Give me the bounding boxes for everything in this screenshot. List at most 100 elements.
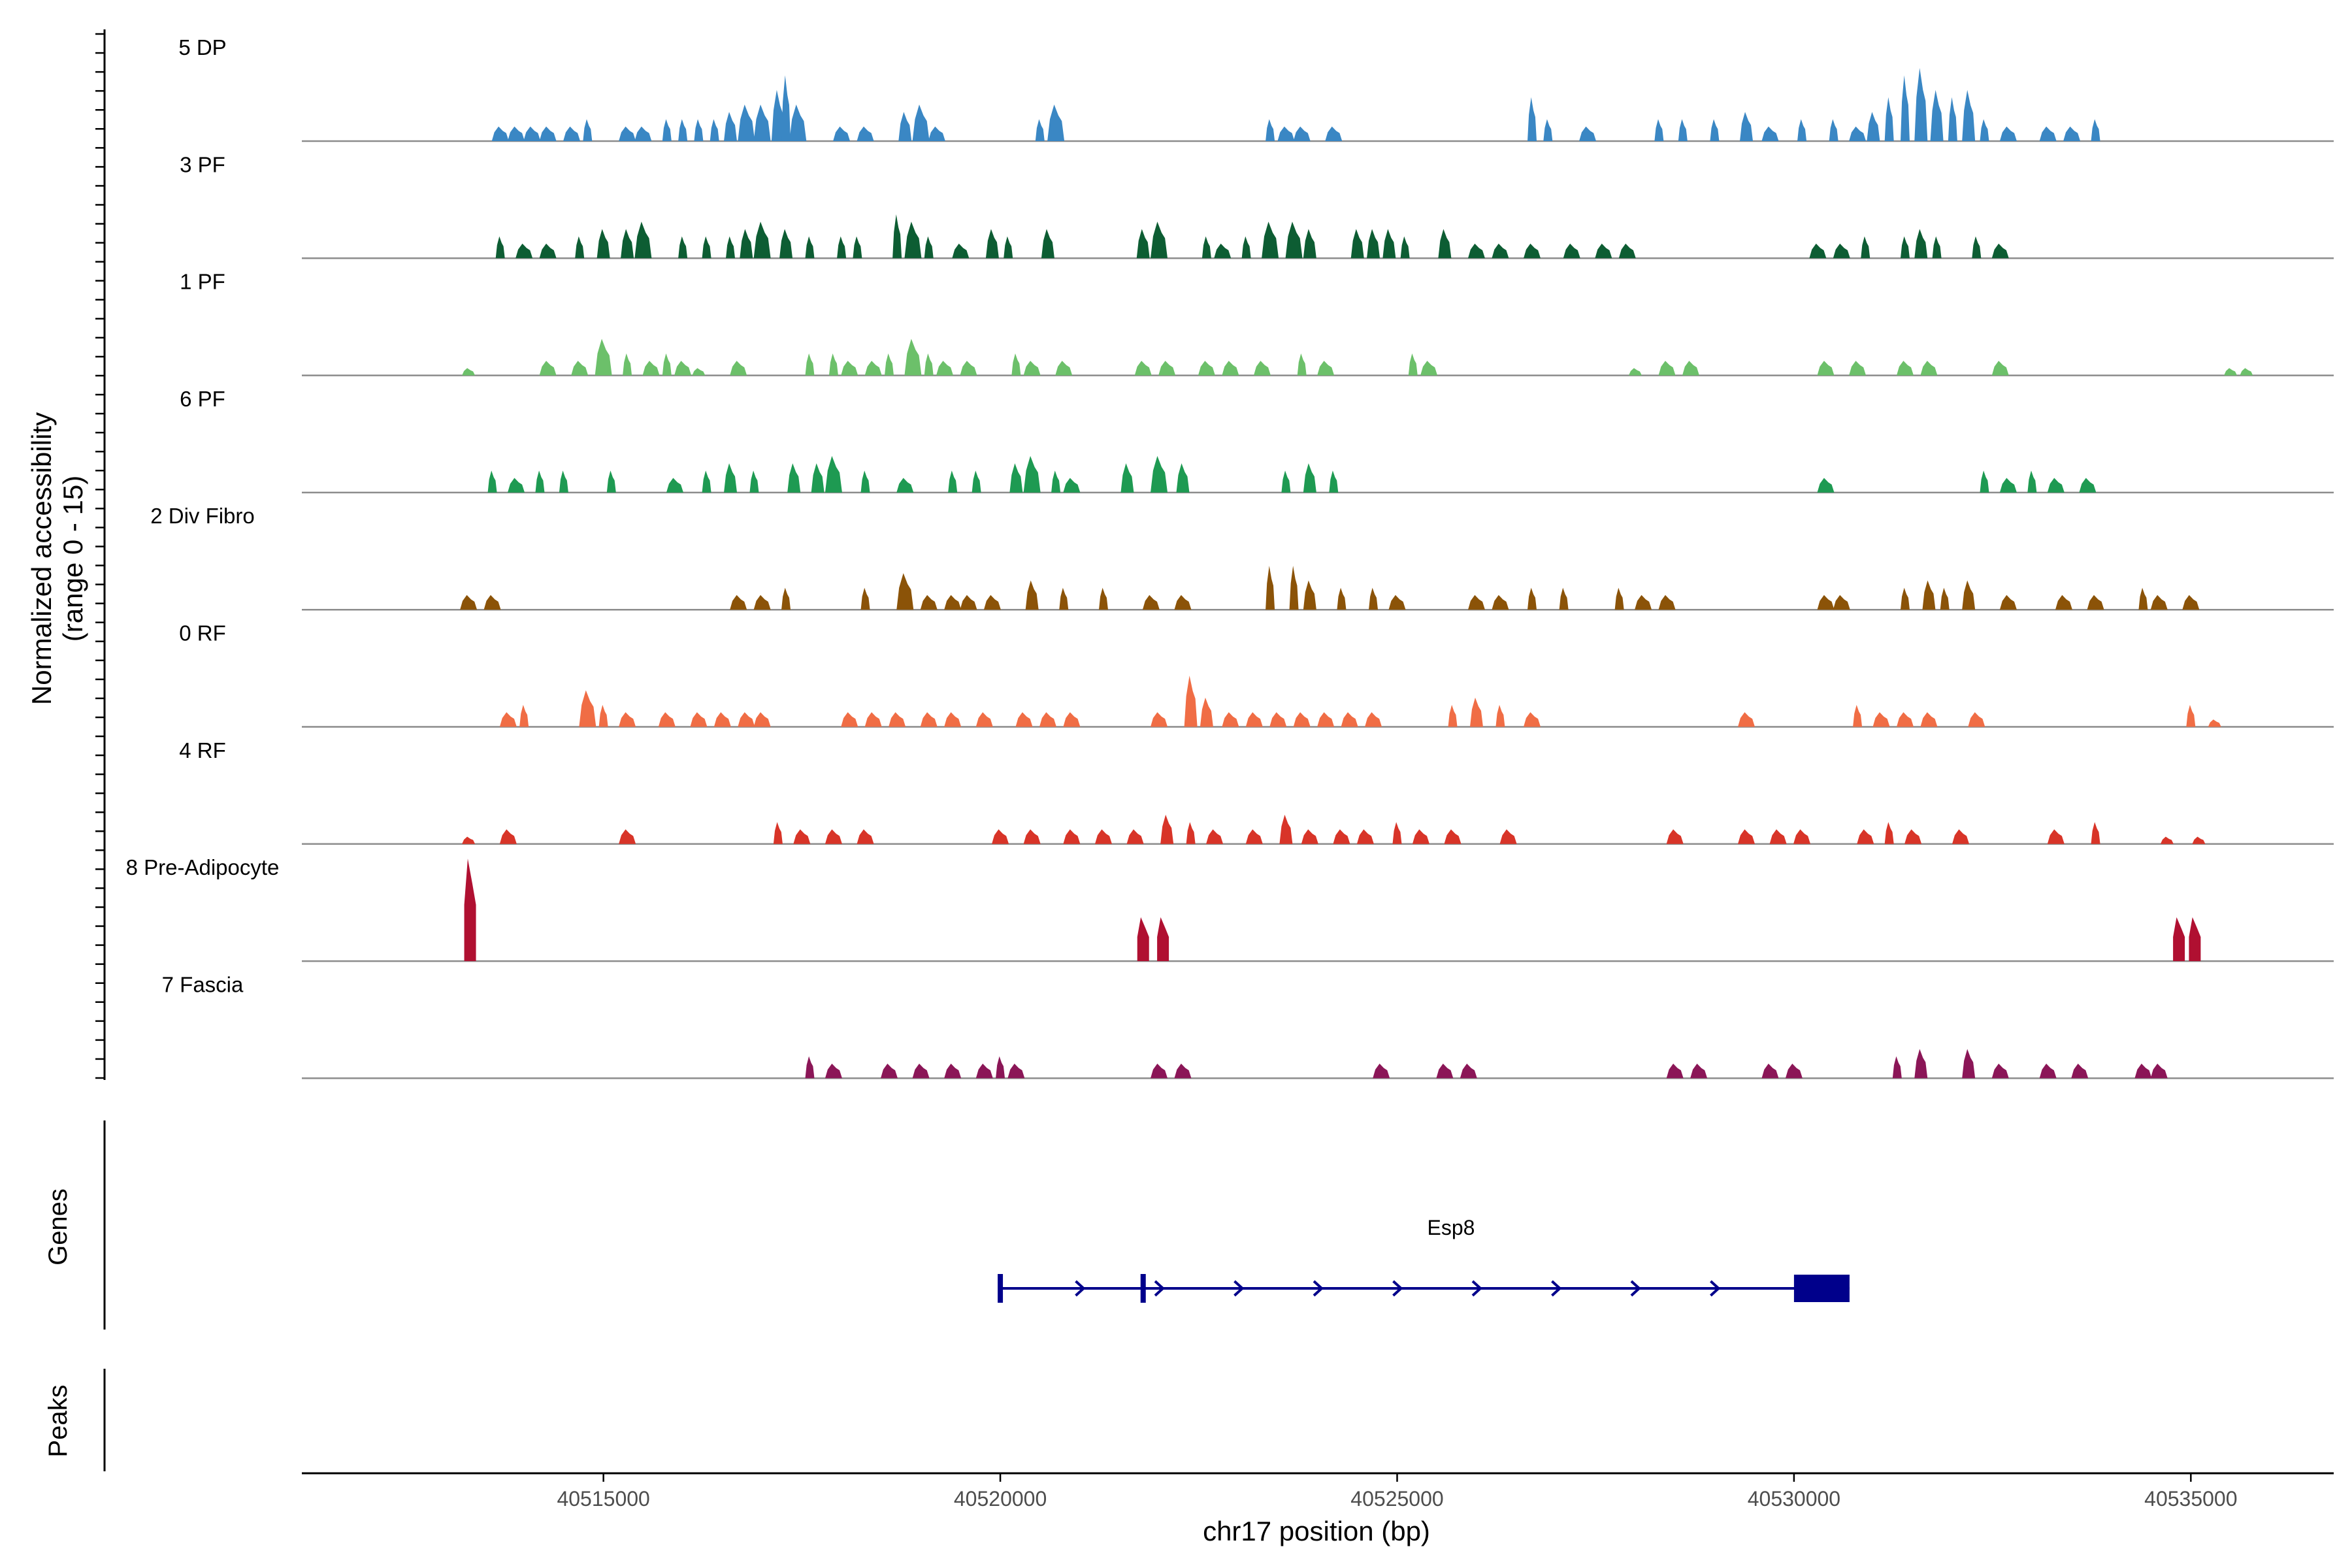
coverage-peak <box>2138 587 2148 610</box>
coverage-peak <box>539 361 557 376</box>
coverage-peak <box>805 1056 815 1079</box>
coverage-peak <box>773 822 783 844</box>
coverage-peak <box>1952 829 1970 844</box>
coverage-peak <box>972 470 981 493</box>
coverage-peak <box>1051 470 1061 493</box>
coverage-peak <box>889 712 906 727</box>
coverage-peak <box>1914 229 1928 259</box>
coverage-peak <box>738 712 755 727</box>
coverage-peak <box>1444 829 1462 844</box>
coverage-peak <box>724 112 738 141</box>
coverage-peak <box>1063 829 1081 844</box>
coverage-peak <box>1914 68 1928 141</box>
coverage-peak <box>928 126 945 141</box>
gene-strand-arrow <box>1154 1280 1165 1297</box>
coverage-peak <box>841 361 858 376</box>
coverage-peak <box>1269 712 1287 727</box>
coverage-tracks: 5 DP 3 PF 1 PF 6 PF 2 Div Fibro 0 RF 4 RF 8 Pre… <box>126 35 2334 1079</box>
coverage-peak <box>1666 829 1684 844</box>
coverage-peak <box>1761 1064 1779 1079</box>
coverage-peak <box>563 126 581 141</box>
coverage-peak <box>726 236 736 259</box>
coverage-peak <box>662 353 672 376</box>
coverage-peak <box>1785 1064 1803 1079</box>
coverage-peak <box>658 712 676 727</box>
coverage-peak <box>1962 1049 1976 1079</box>
coverage-peak <box>2039 126 2057 141</box>
coverage-peak <box>1241 236 1251 259</box>
coverage-peak <box>623 353 632 376</box>
gene-strand-arrow <box>1471 1280 1482 1297</box>
coverage-peak <box>2173 917 2185 962</box>
coverage-peak <box>1325 126 1343 141</box>
track-label: 1 PF <box>180 270 225 294</box>
track-3-pf: 3 PF <box>180 152 2334 259</box>
coverage-peak <box>1962 580 1976 610</box>
track-8-pre-adipocyte: 8 Pre-Adipocyte <box>126 855 2334 962</box>
gene-strand-arrow <box>1710 1280 1721 1297</box>
coverage-peak <box>1999 126 2017 141</box>
coverage-peak <box>579 690 596 727</box>
coverage-peak <box>1301 829 1318 844</box>
coverage-peak <box>1793 829 1811 844</box>
coverage-peak <box>1769 829 1787 844</box>
coverage-peak <box>1492 595 1509 610</box>
coverage-peak <box>1972 236 1982 259</box>
coverage-peak <box>730 595 747 610</box>
coverage-peak <box>2091 119 2100 141</box>
coverage-peak <box>690 712 708 727</box>
coverage-peak <box>1635 595 1652 610</box>
coverage-peak <box>1277 126 1295 141</box>
coverage-peak <box>1160 815 1174 844</box>
x-tick-label: 40535000 <box>2144 1487 2237 1511</box>
x-tick-label: 40525000 <box>1350 1487 1443 1511</box>
coverage-peak <box>1369 587 1379 610</box>
coverage-peak <box>1563 243 1580 259</box>
coverage-peak <box>713 712 731 727</box>
coverage-peak <box>1857 829 1874 844</box>
coverage-peak <box>1222 361 1239 376</box>
coverage-peak <box>596 229 610 259</box>
coverage-peak <box>1833 243 1850 259</box>
coverage-peak <box>619 126 636 141</box>
coverage-peak <box>1023 361 1041 376</box>
track-label: 5 DP <box>178 35 226 59</box>
left-axes <box>95 29 106 1471</box>
coverage-peak <box>666 478 683 493</box>
coverage-peak <box>1333 829 1350 844</box>
coverage-peak <box>787 463 801 493</box>
coverage-peak <box>2150 1064 2168 1079</box>
coverage-peak <box>740 229 753 259</box>
coverage-peak <box>634 126 652 141</box>
coverage-peak <box>1904 829 1922 844</box>
x-axis-title: chr17 position (bp) <box>1203 1516 1430 1546</box>
coverage-peak <box>860 470 870 493</box>
coverage-peak <box>519 704 529 727</box>
coverage-peak <box>678 119 688 141</box>
coverage-peak <box>1262 221 1279 259</box>
coverage-peak <box>1940 587 1950 610</box>
coverage-peak <box>2150 595 2168 610</box>
coverage-peak <box>1527 97 1537 141</box>
coverage-peak <box>1293 712 1311 727</box>
coverage-peak <box>837 236 847 259</box>
coverage-peak <box>2071 1064 2089 1079</box>
coverage-peak <box>1392 822 1402 844</box>
coverage-peak <box>1618 243 1636 259</box>
coverage-peak <box>1948 97 1957 141</box>
coverage-peak <box>896 478 914 493</box>
coverage-peak <box>462 368 476 376</box>
coverage-peak <box>1063 478 1081 493</box>
coverage-peak <box>1438 229 1452 259</box>
coverage-peak <box>2047 478 2065 493</box>
coverage-peak <box>1900 587 1910 610</box>
coverage-peak <box>1317 712 1335 727</box>
coverage-peak <box>1039 712 1056 727</box>
coverage-peak <box>1136 229 1150 259</box>
coverage-peak <box>1201 236 1211 259</box>
coverage-peak <box>2189 917 2201 962</box>
coverage-peak <box>884 353 894 376</box>
coverage-peak <box>1055 361 1073 376</box>
coverage-peak <box>936 361 954 376</box>
coverage-peak <box>948 470 958 493</box>
